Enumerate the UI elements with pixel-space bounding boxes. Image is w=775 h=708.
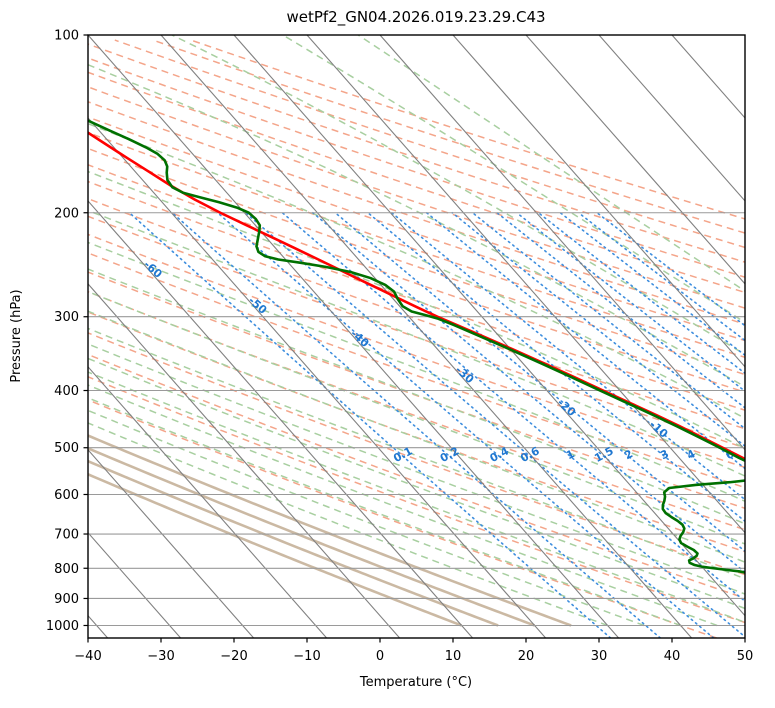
isotherms <box>88 35 745 638</box>
y-tick-label: 700 <box>54 528 79 543</box>
pressure-gridlines <box>88 35 745 627</box>
isotherm-line--40 <box>88 35 620 638</box>
y-tick-label: 400 <box>54 384 79 399</box>
mixing-ratio-line-4 <box>390 211 745 501</box>
x-tick-label: 20 <box>518 649 535 664</box>
isotherm-line--90 <box>88 448 255 638</box>
mixing-ratio-line-0.2 <box>171 211 662 638</box>
isotherm-line--70 <box>88 283 401 638</box>
sounding-curves <box>88 119 745 574</box>
mixing-ratio-line-13 <box>496 211 745 409</box>
dry-adiabat-130 <box>88 100 745 325</box>
y-tick-label: 600 <box>54 488 79 503</box>
dry-adiabat-60 <box>88 215 745 449</box>
x-axis-label: Temperature (°C) <box>359 675 472 690</box>
plot-border <box>87 34 746 639</box>
moist-adiabat--20 <box>88 371 745 624</box>
isotherm-line--20 <box>233 35 745 617</box>
y-tick-label: 100 <box>54 29 79 44</box>
dry-adiabat-160 <box>88 57 745 278</box>
x-tick-label: 50 <box>737 649 754 664</box>
x-tick-label: 10 <box>445 649 462 664</box>
dry-adiabat-70 <box>88 197 745 430</box>
y-tick-label: 1000 <box>46 619 79 634</box>
x-tick-label: −10 <box>293 649 320 664</box>
isotherm-line-20 <box>525 35 745 285</box>
x-tick-label: −40 <box>74 649 101 664</box>
y-tick-label: 900 <box>54 592 79 607</box>
page-title: wetPf2_GN04.2026.019.23.29.C43 <box>286 8 545 27</box>
dry-adiabat--30 <box>88 399 717 638</box>
moist-adiabat--40 <box>88 422 608 627</box>
moist-adiabat-thick--60 <box>88 472 463 627</box>
moist-adiabat-0 <box>88 310 745 563</box>
y-tick-label: 300 <box>54 310 79 325</box>
isotherm-line--80 <box>88 365 328 638</box>
moist-adiabat-20 <box>88 209 745 477</box>
y-axis-ticks: 100 200 300 400 500 600 700 800 900 1000 <box>46 29 88 634</box>
moist-adiabat-thick--45 <box>88 434 572 627</box>
dry-adiabat-170 <box>88 43 745 263</box>
mixing-ratio-line-0.1 <box>128 211 612 638</box>
isotherm-line--10 <box>306 35 745 534</box>
dry-adiabat-100 <box>88 147 745 376</box>
dry-adiabat-50 <box>88 233 745 469</box>
moist-adiabat-15 <box>88 241 745 503</box>
isotherm-line-10 <box>452 35 745 368</box>
moist-adiabat--10 <box>88 343 745 595</box>
moist-adiabat--25 <box>88 384 718 627</box>
x-tick-label: 30 <box>591 649 608 664</box>
sounding-dewpoint-curve <box>88 119 745 574</box>
mixing-ratio-line-1 <box>281 211 745 603</box>
x-tick-label: 40 <box>664 649 681 664</box>
x-tick-label: −30 <box>147 649 174 664</box>
isotherm-line--100 <box>88 531 182 638</box>
x-tick-label: −20 <box>220 649 247 664</box>
mixing-ratio-line-0.6 <box>244 211 745 638</box>
isotherm-line--60 <box>88 200 474 638</box>
isotherm-line--30 <box>160 35 693 638</box>
moist-adiabat--30 <box>88 397 681 627</box>
x-axis-ticks: −40 −30 −20 −10 0 10 20 30 40 50 <box>74 638 753 664</box>
plot-area: -100-90-80-70-60-50-40-30-20-1010203040 … <box>9 29 753 691</box>
moist-adiabat--35 <box>88 409 645 627</box>
mixing-ratio-line-20 <box>537 211 745 375</box>
dry-adiabat-90 <box>88 164 745 393</box>
isotherm-line-30 <box>598 35 745 202</box>
dry-adiabat-200 <box>190 39 745 220</box>
moist-adiabat-thick--55 <box>88 459 499 627</box>
x-tick-label: 0 <box>376 649 384 664</box>
dry-adiabat-110 <box>88 131 745 359</box>
isotherm-line-0 <box>379 35 745 451</box>
dry-adiabat-80 <box>88 180 745 412</box>
y-tick-label: 500 <box>54 441 79 456</box>
mixing-ratio-line-8 <box>451 211 745 448</box>
moist-adiabat-40 <box>171 35 745 356</box>
dry-adiabat-120 <box>88 116 745 342</box>
dry-adiabat-180 <box>114 39 745 249</box>
y-tick-label: 200 <box>54 206 79 221</box>
dry-adiabat-190 <box>152 39 745 234</box>
y-tick-label: 800 <box>54 562 79 577</box>
dry-adiabat-140 <box>88 86 745 309</box>
isotherm-line--50 <box>88 117 547 638</box>
dry-adiabats <box>88 39 745 638</box>
y-axis-label: Pressure (hPa) <box>9 289 24 382</box>
dry-adiabat--20 <box>88 375 745 624</box>
